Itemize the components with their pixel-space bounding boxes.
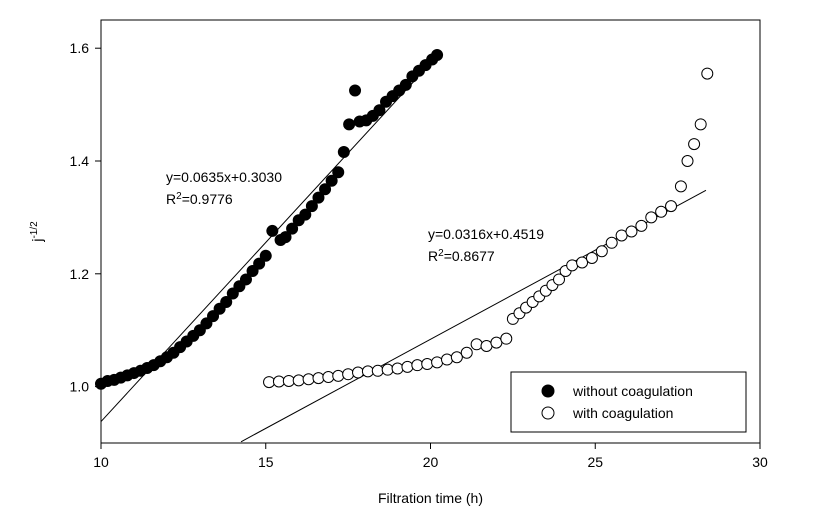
data-point [279,231,292,244]
data-point [431,48,444,61]
data-point [645,211,658,224]
data-point [352,366,365,379]
data-point [450,351,463,364]
superscript: -1/2 [29,221,40,239]
data-point [500,332,513,345]
data-point [625,225,638,238]
data-point [299,208,312,221]
y-tick-label: 1.4 [70,153,90,169]
data-point [391,362,404,375]
data-point [490,336,503,349]
data-point [681,155,694,167]
data-point [282,374,295,387]
data-point [635,219,648,232]
data-point [349,84,362,97]
data-point [460,346,473,359]
data-point [332,166,345,179]
data-point [665,200,678,213]
data-point [292,374,305,387]
data-point [253,257,266,270]
data-point [411,359,424,372]
data-point [239,273,252,286]
y-tick-label: 1.2 [70,266,90,282]
fit-equation: y=0.0316x+0.4519 [428,226,544,242]
data-point [694,118,707,131]
legend-label: with coagulation [572,405,673,421]
data-point [701,67,714,80]
x-tick-label: 20 [423,454,439,470]
data-point [220,296,233,308]
y-tick-label: 1.0 [70,379,90,395]
data-point [421,358,434,371]
data-point [399,78,412,91]
text-part: =0.9776 [182,191,233,207]
data-point [553,273,566,286]
data-point [263,376,276,389]
text-part: =0.8677 [444,248,495,264]
data-point [373,104,386,117]
data-point [361,365,374,378]
data-point [342,368,355,381]
data-point [266,224,279,237]
legend-marker [541,384,555,398]
data-point [655,205,668,218]
data-point [470,338,483,351]
data-point [431,356,444,369]
fit-r2: R2=0.9776 [166,191,233,208]
fit-r2: R2=0.8677 [428,248,495,265]
data-point [286,222,299,235]
data-point [325,174,338,187]
text-part: R [428,248,438,264]
x-tick-label: 25 [587,454,603,470]
x-tick-label: 10 [93,454,109,470]
data-point [305,200,318,213]
data-point [332,369,345,382]
data-point [595,245,608,258]
data-point [272,375,285,388]
y-axis-label: j-1/2 [29,221,46,243]
legend-label: without coagulation [572,383,693,399]
text-part: R [166,191,176,207]
x-tick-label: 15 [258,454,274,470]
data-point [302,373,315,386]
data-point [343,118,356,131]
data-point [337,145,350,158]
legend-box [510,371,747,433]
data-point [322,371,335,384]
data-point [312,191,325,204]
fit-equation: y=0.0635x+0.3030 [166,169,282,185]
data-point [688,138,701,151]
data-point [566,259,579,272]
data-point [381,363,394,376]
data-point [674,180,687,193]
text-part: j [29,239,45,243]
data-point [371,364,384,377]
x-axis-label: Filtration time (h) [378,490,483,506]
data-point [576,256,589,269]
data-point [585,252,598,265]
data-point [605,236,618,249]
data-point [440,353,453,366]
superscript: 2 [438,248,444,259]
data-point [312,372,325,385]
legend-marker [541,406,555,420]
superscript: 2 [176,191,182,202]
data-point [259,249,272,262]
data-point [401,360,414,373]
data-point [480,339,493,352]
data-point [319,183,332,196]
x-tick-label: 30 [752,454,768,470]
data-point [615,229,628,242]
y-tick-label: 1.6 [70,40,90,56]
